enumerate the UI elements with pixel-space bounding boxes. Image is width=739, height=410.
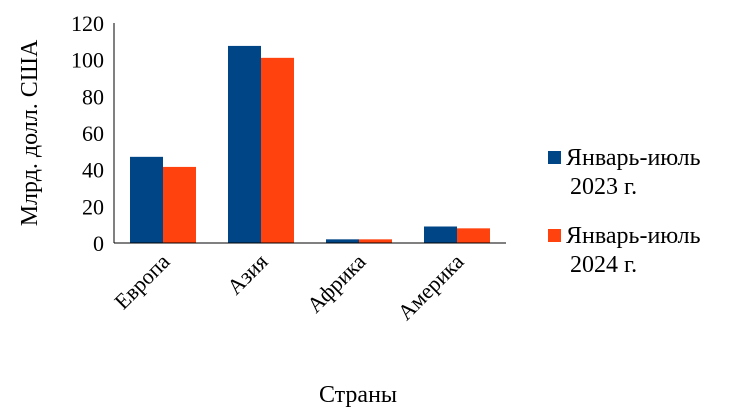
bars-group [130,45,490,244]
y-axis-label: Млрд. долл. США [17,39,43,226]
y-tick-label: 0 [93,231,104,256]
bar [163,166,196,243]
legend-swatch [548,151,561,164]
y-tick-label: 60 [82,121,104,146]
category-label: Европа [109,249,174,314]
bar [424,226,457,243]
y-tick-labels: 0 20 40 60 80 100 120 [71,11,104,256]
y-tick-label: 80 [82,84,104,109]
legend-label-line: 2023 г. [570,174,637,200]
bar [228,45,261,243]
legend-swatch [548,229,561,242]
y-tick-label: 120 [71,11,104,36]
category-label: Америка [393,249,469,325]
category-label: Африка [302,249,371,318]
x-axis-label: Страны [319,382,397,408]
legend-label-line: Январь-июль [566,223,701,249]
legend-label: Январь-июль 2023 г. [566,145,701,200]
category-label: Азия [222,249,273,300]
bar [130,156,163,243]
legend-label: Январь-июль 2024 г. [566,223,701,278]
bar [457,228,490,243]
legend: Январь-июль 2023 г. Январь-июль 2024 г. [548,145,701,278]
category-labels: Европа Азия Африка Америка [109,249,468,325]
y-tick-label: 40 [82,158,104,183]
legend-label-line: Январь-июль [566,145,701,171]
bar [261,57,294,244]
legend-label-line: 2024 г. [570,252,637,278]
y-tick-label: 20 [82,194,104,219]
bar [326,239,359,243]
y-axis-label-group: Млрд. долл. США [17,39,43,226]
y-tick-label: 100 [71,48,104,73]
bar [359,239,392,243]
